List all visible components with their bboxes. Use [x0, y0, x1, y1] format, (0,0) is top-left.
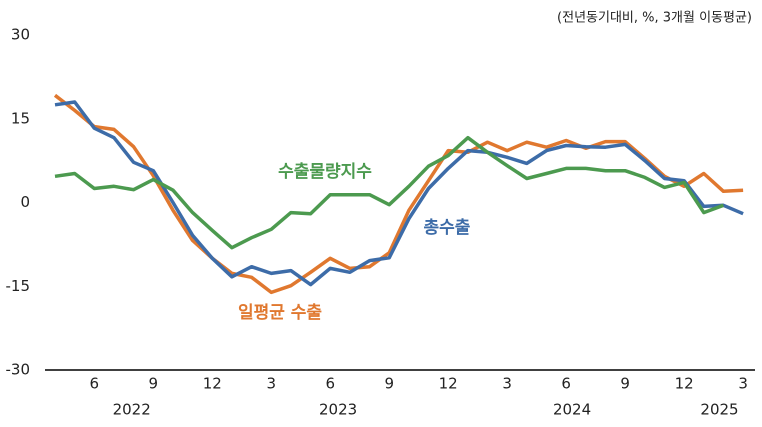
- x-tick-label: 9: [384, 375, 394, 393]
- series-label: 총수출: [424, 218, 471, 238]
- x-tick-label: 6: [325, 375, 335, 393]
- series-line: [53, 93, 744, 295]
- y-tick-label: -15: [6, 277, 31, 295]
- x-tick-label: 12: [203, 375, 222, 393]
- x-tick-label: 9: [149, 375, 159, 393]
- year-label: 2025: [700, 401, 738, 419]
- year-label: 2024: [553, 401, 591, 419]
- y-tick-label: 30: [11, 26, 30, 44]
- chart-note: (전년동기대비, %, 3개월 이동평균): [557, 11, 752, 26]
- series-label: 일평균 수출: [238, 303, 322, 323]
- x-tick-label: 3: [738, 375, 748, 393]
- series-label: 수출물량지수: [278, 162, 372, 182]
- x-tick-label: 3: [266, 375, 276, 393]
- x-tick-label: 6: [90, 375, 100, 393]
- y-tick-label: 0: [20, 193, 30, 211]
- x-tick-label: 12: [675, 375, 694, 393]
- y-tick-label: 15: [11, 109, 30, 127]
- year-label: 2023: [319, 401, 357, 419]
- year-label: 2022: [113, 401, 151, 419]
- x-tick-label: 6: [561, 375, 571, 393]
- y-tick-label: -30: [6, 361, 31, 379]
- x-tick-label: 12: [439, 375, 458, 393]
- x-tick-label: 3: [502, 375, 512, 393]
- series-line: [54, 135, 725, 250]
- series-line: [54, 100, 744, 287]
- x-tick-label: 9: [620, 375, 630, 393]
